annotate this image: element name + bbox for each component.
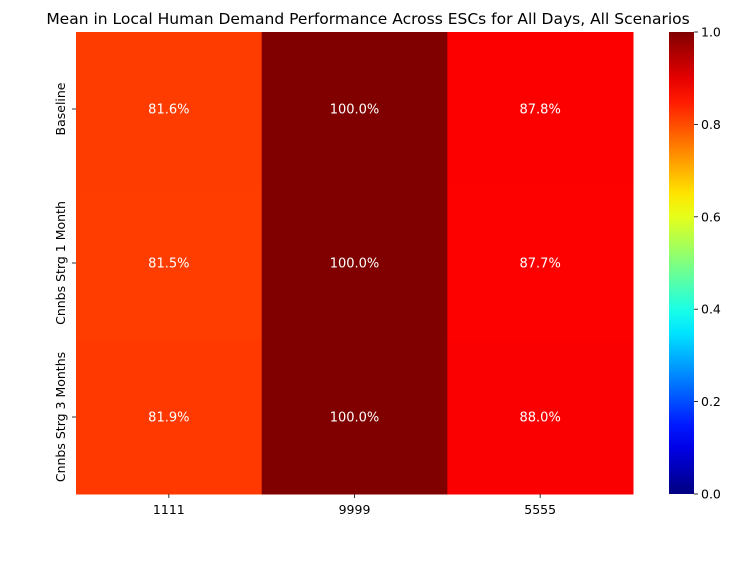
cell-value-label: 87.7% — [520, 257, 561, 272]
colorbar-tick-label: 0.6 — [701, 209, 721, 224]
heatmap-cell — [261, 32, 448, 187]
colorbar-tick-label: 0.0 — [701, 487, 721, 502]
y-tick-label: Baseline — [53, 82, 68, 135]
chart-title: Mean in Local Human Demand Performance A… — [46, 10, 689, 28]
y-tick-label: Cnnbs Strg 1 Month — [53, 201, 68, 325]
cell-value-label: 81.5% — [148, 257, 189, 272]
x-tick-label: 5555 — [524, 502, 556, 517]
x-tick-label: 1111 — [153, 502, 185, 517]
heatmap-cells: 81.6% 100.0% 87.8% 81.5% 100.0% 87.7% 81.9% 100… — [76, 32, 634, 495]
colorbar-tick-label: 0.8 — [701, 117, 721, 132]
cell-value-label: 87.8% — [520, 103, 561, 118]
cell-value-label: 100.0% — [330, 257, 380, 272]
y-axis: Baseline Cnnbs Strg 1 Month Cnnbs Strg 3 M… — [53, 82, 76, 482]
heatmap-cell — [76, 186, 263, 341]
cell-value-label: 100.0% — [330, 411, 380, 426]
x-axis: 1111 9999 5555 — [153, 494, 556, 517]
heatmap-cell — [447, 340, 634, 495]
colorbar-tick-label: 0.2 — [701, 394, 721, 409]
y-tick-label: Cnnbs Strg 3 Months — [53, 352, 68, 482]
colorbar-tick-label: 0.4 — [701, 302, 721, 317]
heatmap-cell — [76, 340, 263, 495]
heatmap-cell — [261, 186, 448, 341]
cell-value-label: 81.6% — [148, 103, 189, 118]
heatmap-cell — [261, 340, 448, 495]
x-tick-label: 9999 — [339, 502, 371, 517]
colorbar — [669, 32, 694, 494]
heatmap-cell — [447, 32, 634, 187]
cell-value-label: 81.9% — [148, 411, 189, 426]
colorbar-ticks: 0.0 0.2 0.4 0.6 0.8 1.0 — [694, 25, 721, 502]
cell-value-label: 100.0% — [330, 103, 380, 118]
heatmap-cell — [447, 186, 634, 341]
cell-value-label: 88.0% — [520, 411, 561, 426]
heatmap-cell — [76, 32, 263, 187]
colorbar-tick-label: 1.0 — [701, 25, 721, 40]
